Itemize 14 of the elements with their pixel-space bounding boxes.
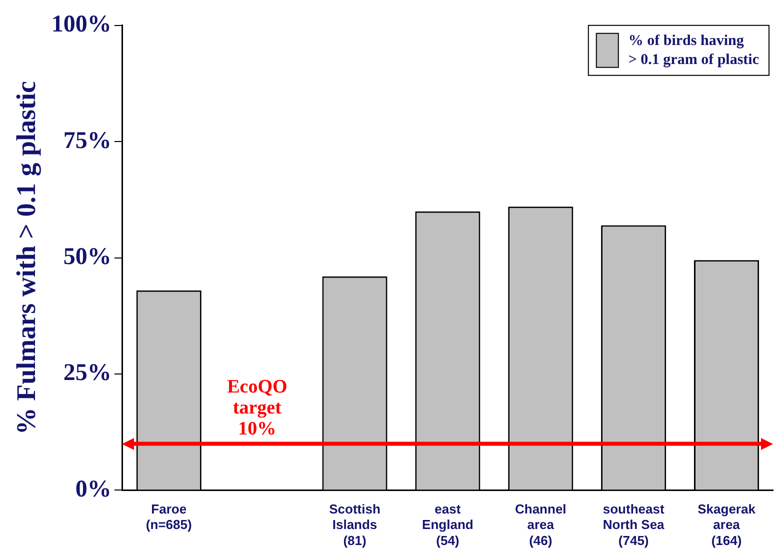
y-tick-label: 75% <box>63 128 112 154</box>
y-axis-title: % Fulmars with > 0.1 g plastic <box>11 80 42 435</box>
x-tick-label: east England (54) <box>422 502 474 548</box>
ref-line-label: EcoQO target 10% <box>227 376 288 440</box>
legend-label: % of birds having > 0.1 gram of plastic <box>628 32 760 68</box>
y-tick-label: 25% <box>63 360 112 386</box>
x-tick-label: Channel area (46) <box>514 502 566 548</box>
y-tick-label: 0% <box>75 476 112 502</box>
x-tick-label: Skagerak area (164) <box>698 502 756 548</box>
x-tick-label: Faroe (n=685) <box>146 502 192 532</box>
x-tick-label: southeast North Sea (745) <box>602 502 666 548</box>
y-tick-label: 100% <box>51 12 112 38</box>
x-tick-label: Scottish Islands (81) <box>329 502 380 548</box>
y-tick-label: 50% <box>63 244 112 270</box>
